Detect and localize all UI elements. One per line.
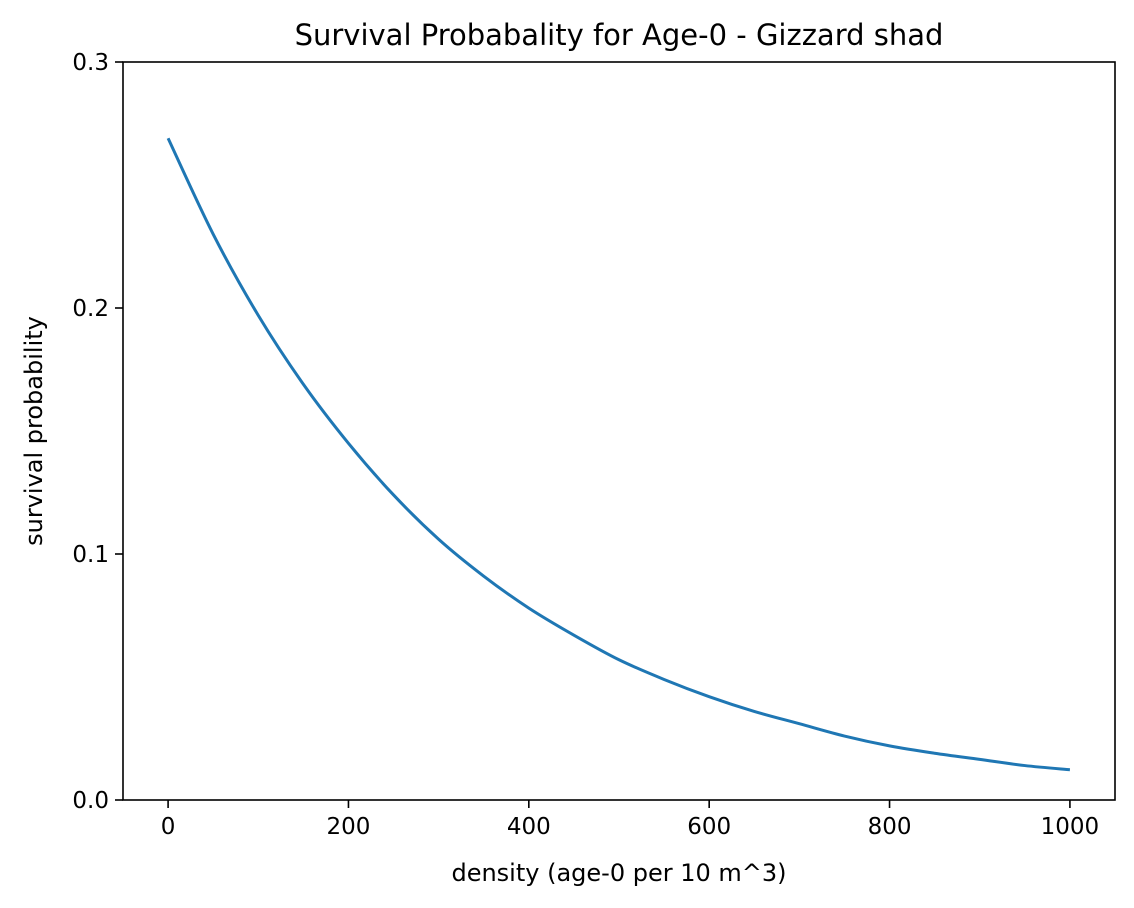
x-tick-label: 600: [687, 814, 731, 840]
plot-frame: [122, 61, 1116, 801]
y-tick-label: 0.1: [72, 542, 109, 568]
series-layer: [166, 137, 1071, 772]
x-axis-label: density (age-0 per 10 m^3): [451, 859, 786, 887]
x-tick-label: 0: [161, 814, 176, 840]
series-line: [166, 137, 1071, 772]
x-tick-label: 400: [507, 814, 551, 840]
y-axis-label: survival probability: [20, 316, 48, 546]
x-tick-label: 1000: [1041, 814, 1100, 840]
y-tick-label: 0.0: [72, 788, 109, 814]
plot-area: [122, 61, 1116, 801]
chart-title: Survival Probabality for Age-0 - Gizzard…: [295, 18, 944, 52]
y-tick-label: 0.2: [72, 296, 109, 322]
x-tick-label: 800: [868, 814, 912, 840]
y-tick-label: 0.3: [72, 50, 109, 76]
x-axis: 0 200 400 600 800 1000: [161, 800, 1099, 840]
y-axis: 0.0 0.1 0.2 0.3: [72, 50, 123, 814]
x-tick-label: 200: [327, 814, 371, 840]
